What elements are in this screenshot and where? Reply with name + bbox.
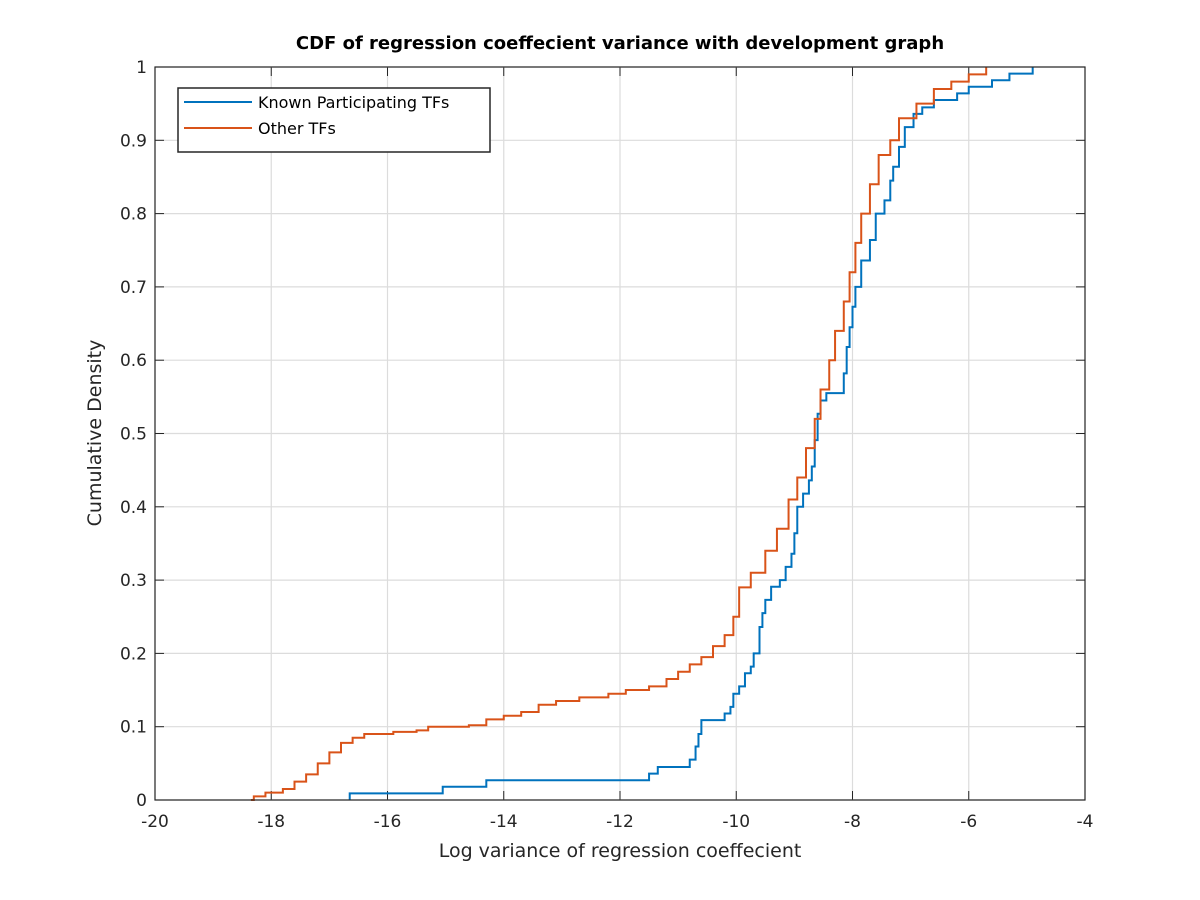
y-tick-label: 0.6 (120, 351, 147, 371)
x-tick-label: -20 (141, 812, 169, 832)
cdf-line (348, 67, 1034, 800)
y-axis-label: Cumulative Density (84, 340, 106, 527)
y-tick-label: 0.4 (120, 498, 147, 518)
x-tick-label: -10 (722, 812, 750, 832)
x-tick-label: -4 (1077, 812, 1094, 832)
x-tick-label: -6 (960, 812, 977, 832)
legend-label: Other TFs (258, 119, 336, 138)
y-tick-label: 0.2 (120, 644, 147, 664)
x-axis-label: Log variance of regression coeffecient (439, 840, 802, 862)
legend-box (177, 87, 491, 153)
y-tick-label: 0.1 (120, 718, 147, 738)
y-tick-label: 0 (136, 791, 147, 811)
y-tick-label: 0.7 (120, 278, 147, 298)
plot-frame (154, 66, 1086, 801)
chart-title: CDF of regression coeffecient variance w… (296, 33, 944, 54)
y-tick-label: 0.3 (120, 571, 147, 591)
y-tick-label: 0.8 (120, 205, 147, 225)
y-tick-label: 0.5 (120, 425, 147, 445)
x-tick-label: -14 (490, 812, 518, 832)
y-tick-label: 1 (136, 58, 147, 78)
legend-label: Known Participating TFs (258, 93, 449, 112)
x-tick-label: -8 (844, 812, 861, 832)
x-tick-label: -12 (606, 812, 634, 832)
x-tick-label: -18 (257, 812, 285, 832)
cdf-line (250, 67, 988, 801)
x-tick-label: -16 (374, 812, 402, 832)
y-tick-label: 0.9 (120, 131, 147, 151)
legend: Known Participating TFs Other TFs (177, 87, 491, 153)
